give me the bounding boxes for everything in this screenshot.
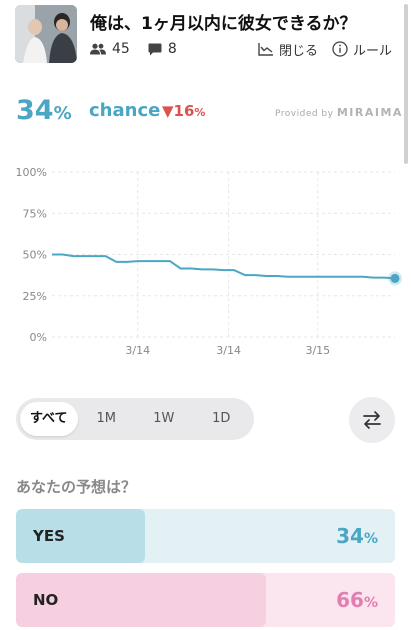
- no-label: NO: [33, 591, 59, 609]
- chance-delta: ▼16%: [162, 102, 206, 120]
- header-actions: 閉じる ルール: [258, 40, 392, 59]
- rules-label: ルール: [353, 43, 393, 59]
- range-option-1[interactable]: 1M: [96, 411, 117, 426]
- series-line: [52, 253, 396, 280]
- y-tick-label: 25%: [23, 290, 47, 303]
- y-tick-label: 100%: [16, 166, 47, 179]
- chart-close-icon: [258, 43, 273, 56]
- rules-button[interactable]: ルール: [332, 40, 392, 59]
- y-tick-label: 50%: [23, 249, 47, 262]
- probability-chart[interactable]: 100% 75% 50% 25% 0% 3/14 3/14 3/15: [0, 160, 411, 365]
- x-tick-label: 3/14: [216, 344, 241, 357]
- prediction-question: あなたの予想は？: [16, 478, 137, 496]
- people-icon: [90, 43, 106, 55]
- close-label: 閉じる: [279, 43, 319, 59]
- comment-count: 8: [167, 41, 177, 57]
- yes-label: YES: [33, 527, 65, 545]
- yes-option[interactable]: YES 34%: [16, 509, 395, 563]
- x-tick-label: 3/14: [125, 344, 150, 357]
- yes-percent: 34%: [336, 524, 378, 548]
- provider-logo: MIRAIMA: [336, 106, 403, 119]
- participant-count: 45: [112, 41, 130, 57]
- market-stats: 45 8: [90, 40, 195, 58]
- y-tick-label: 0%: [30, 331, 47, 344]
- range-option-3[interactable]: 1D: [212, 411, 231, 426]
- chance-label: chance: [89, 100, 161, 121]
- scrollbar[interactable]: [404, 4, 408, 164]
- yes-fill-bar: [16, 509, 145, 563]
- time-range-selector: すべて 1M 1W 1D: [16, 398, 254, 440]
- chance-percent: 34%: [16, 95, 72, 126]
- range-option-2[interactable]: 1W: [153, 411, 175, 426]
- y-tick-label: 75%: [23, 207, 47, 220]
- comment-icon: [148, 43, 162, 56]
- close-market-button[interactable]: 閉じる: [258, 40, 318, 59]
- market-thumbnail: [15, 5, 77, 63]
- info-icon: [332, 41, 348, 57]
- market-title: 俺は、1ヶ月以内に彼女できるか？: [90, 14, 357, 34]
- swap-icon: [363, 411, 381, 429]
- x-tick-label: 3/15: [305, 344, 330, 357]
- no-option[interactable]: NO 66%: [16, 573, 395, 627]
- current-point: [390, 273, 400, 283]
- range-option-0[interactable]: すべて: [20, 402, 78, 436]
- no-fill-bar: [16, 573, 267, 627]
- provided-by: Provided by MIRAIMA: [275, 106, 403, 119]
- swap-button[interactable]: [349, 397, 395, 443]
- no-percent: 66%: [336, 588, 378, 612]
